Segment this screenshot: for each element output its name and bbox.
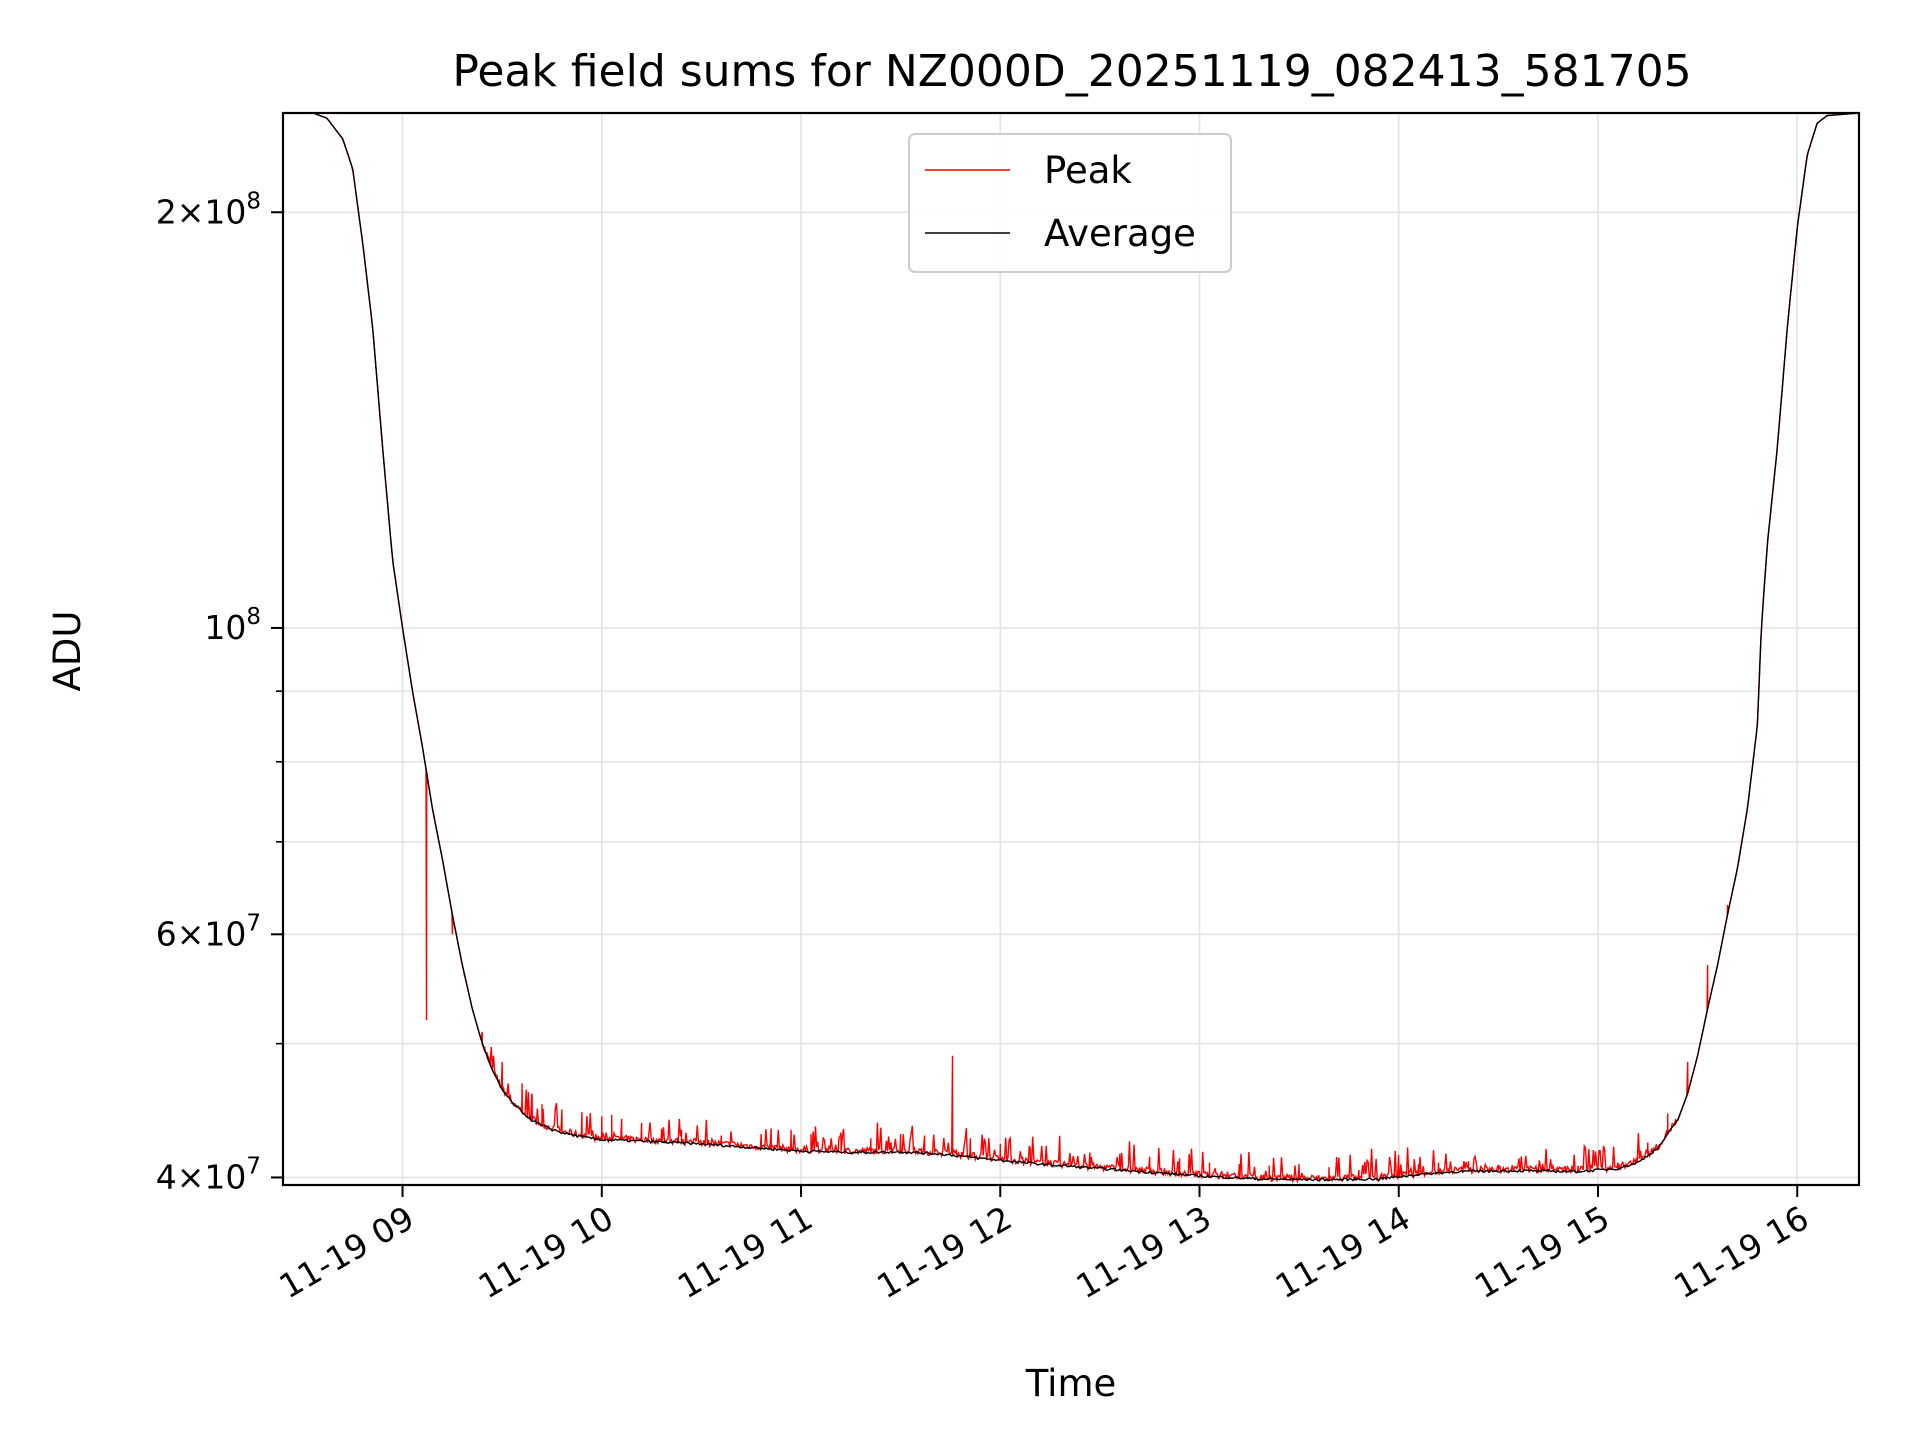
y-tick-base: 10 [204, 608, 246, 647]
y-tick-exponent: 7 [246, 910, 261, 936]
grid [283, 113, 1859, 1185]
axes-frame [281, 111, 1861, 1187]
legend-average-label: Average [1044, 212, 1196, 255]
y-tick-exponent: 7 [246, 1153, 261, 1179]
average-series-line [283, 112, 1860, 1182]
y-tick-base: 2×10 [156, 192, 247, 231]
y-tick-label: 4×107 [156, 1153, 261, 1196]
y-tick-label: 6×107 [156, 910, 261, 953]
y-tick-base: 6×10 [156, 914, 247, 953]
y-tick-label: 2×108 [156, 188, 261, 231]
plot-area [283, 112, 1860, 1184]
y-tick-label: 108 [204, 604, 261, 647]
chart-title: Peak field sums for NZ000D_20251119_0824… [452, 46, 1691, 97]
legend-box [908, 133, 1232, 273]
y-tick-base: 4×10 [156, 1157, 247, 1196]
legend-peak-label: Peak [1044, 149, 1132, 192]
y-tick-exponent: 8 [246, 188, 261, 214]
x-axis-label: Time [1025, 1362, 1117, 1405]
y-tick-exponent: 8 [246, 604, 261, 630]
legend: Peak Average [908, 133, 1232, 273]
y-axis-label: ADU [46, 611, 89, 692]
peak-series-line [283, 112, 1860, 1184]
